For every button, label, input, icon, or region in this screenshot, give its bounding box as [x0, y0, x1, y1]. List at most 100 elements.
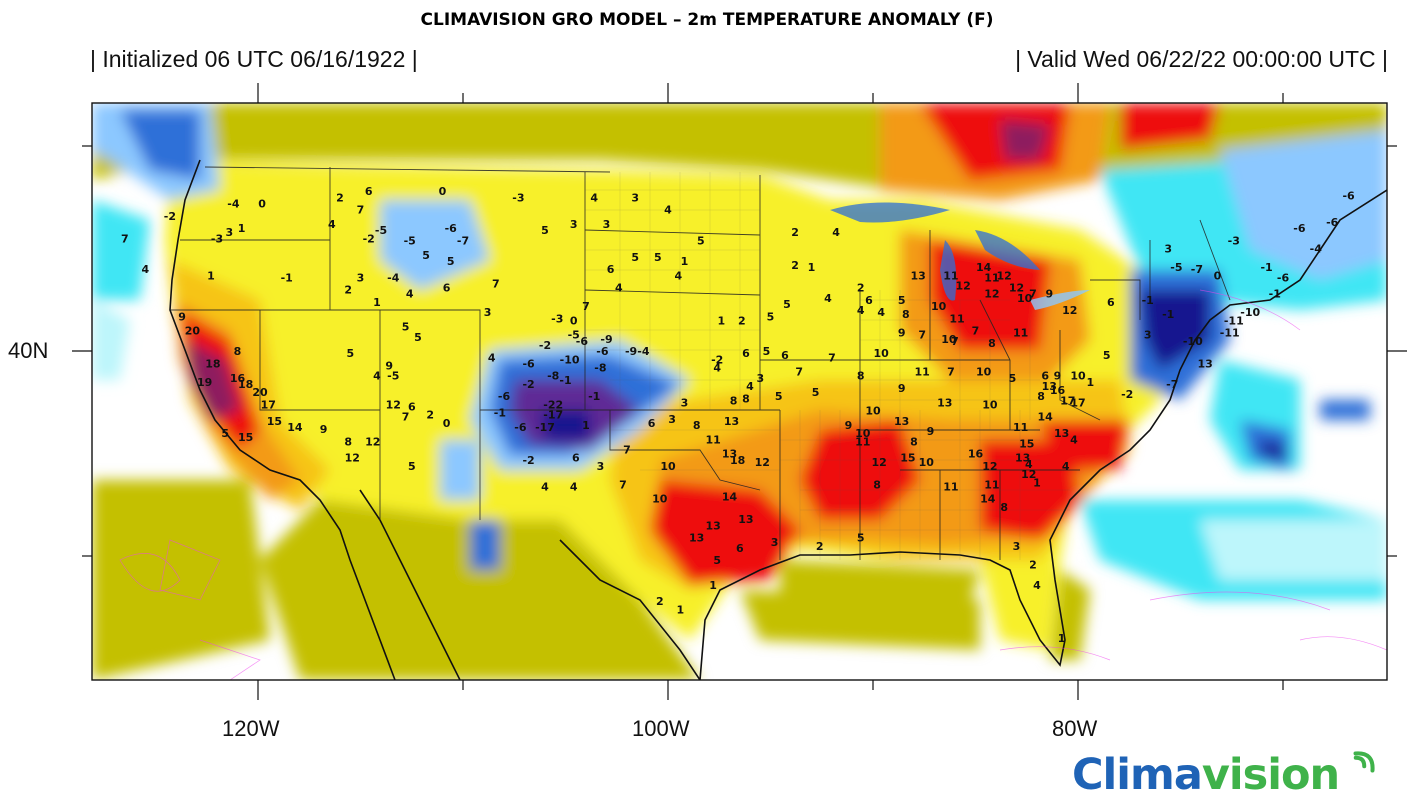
anomaly-label: -5	[387, 370, 399, 383]
anomaly-label: 8	[742, 392, 750, 405]
anomaly-label: 1	[681, 255, 689, 268]
anomaly-label: 8	[1000, 501, 1008, 514]
anomaly-label: 1	[676, 603, 684, 616]
anomaly-label: -7	[457, 234, 469, 247]
anomaly-label: 4	[328, 218, 336, 231]
anomaly-label: 4	[674, 269, 682, 282]
anomaly-label: 3	[603, 218, 611, 231]
anomaly-label: 4	[570, 480, 578, 493]
anomaly-label: 1	[1086, 376, 1094, 389]
anomaly-label: 16	[1050, 384, 1066, 397]
anomaly-label: -2	[539, 339, 551, 352]
anomaly-label: -5	[375, 224, 387, 237]
anomaly-label: 15	[267, 415, 282, 428]
anomaly-label: -5	[568, 329, 580, 342]
anomaly-label: -11	[1220, 327, 1240, 340]
anomaly-label: 1	[373, 296, 381, 309]
anomaly-label: 8	[1037, 390, 1045, 403]
anomaly-label: 10	[919, 456, 935, 469]
anomaly-label: 12	[1062, 304, 1077, 317]
anomaly-label: 10	[976, 366, 992, 379]
anomaly-label: 13	[705, 519, 720, 532]
anomaly-label: 5	[654, 251, 662, 264]
x-tick-120w: 120W	[222, 716, 280, 741]
anomaly-label: 6	[408, 400, 416, 413]
anomaly-label: 8	[344, 435, 352, 448]
anomaly-label: -6	[576, 335, 589, 348]
anomaly-label: 5	[414, 331, 422, 344]
anomaly-label: 11	[984, 478, 999, 491]
anomaly-label: 14	[976, 261, 992, 274]
anomaly-label: 10	[1017, 292, 1033, 305]
anomaly-label: 6	[648, 417, 656, 430]
anomaly-label: -2	[711, 353, 723, 366]
anomaly-label: 4	[488, 351, 496, 364]
anomaly-label: 11	[855, 435, 870, 448]
anomaly-label: 1	[717, 314, 725, 327]
anomaly-label: 5	[857, 532, 865, 545]
anomaly-label: 9	[898, 327, 906, 340]
anomaly-label: 3	[484, 306, 492, 319]
anomaly-label: 13	[722, 448, 737, 461]
climavision-logo: Climavision	[1072, 750, 1340, 800]
anomaly-label: 1	[1033, 476, 1041, 489]
anomaly-label: 4	[857, 304, 865, 317]
anomaly-label: 12	[997, 269, 1012, 282]
anomaly-label: 4	[373, 370, 381, 383]
anomaly-label: 6	[781, 349, 789, 362]
anomaly-label: 5	[767, 310, 775, 323]
anomaly-label: 4	[832, 226, 840, 239]
anomaly-label: 8	[873, 478, 881, 491]
anomaly-label: 0	[258, 198, 266, 211]
anomaly-label: 7	[357, 204, 365, 217]
anomaly-label: 15	[900, 452, 915, 465]
anomaly-label: 2	[857, 282, 865, 295]
anomaly-label: 11	[943, 480, 958, 493]
anomaly-label: -6	[596, 345, 609, 358]
anomaly-label: -3	[1228, 234, 1240, 247]
anomaly-label: 5	[775, 390, 783, 403]
anomaly-label: 12	[1009, 282, 1024, 295]
anomaly-label: 7	[951, 335, 959, 348]
anomaly-label: -2	[1121, 388, 1133, 401]
anomaly-label: 6	[365, 185, 373, 198]
anomaly-label: 11	[915, 366, 930, 379]
anomaly-label: -10	[1183, 335, 1203, 348]
anomaly-label: 4	[541, 480, 549, 493]
anomaly-label: 14	[722, 491, 738, 504]
anomaly-label: 2	[336, 191, 344, 204]
anomaly-label: 5	[697, 234, 705, 247]
anomaly-label: 7	[795, 366, 803, 379]
anomaly-label: 4	[664, 204, 672, 217]
anomaly-label: 6	[736, 542, 744, 555]
anomaly-label: 7	[828, 351, 836, 364]
anomaly-label: 6	[572, 452, 580, 465]
anomaly-label: 10	[941, 333, 957, 346]
anomaly-label: 14	[1038, 411, 1054, 424]
anomaly-label: 13	[1015, 452, 1030, 465]
anomaly-label: -1	[1260, 261, 1272, 274]
anomaly-label: 6	[607, 263, 615, 276]
anomaly-label: 19	[197, 376, 212, 389]
state-borders	[170, 166, 1231, 560]
anomaly-labels: 2 6 0 -3 4 3-4 0-2 74 -5 -6-75 3 345-3 3 1-2 -574 1 -1 3-…	[121, 185, 1355, 645]
anomaly-label: 12	[755, 456, 770, 469]
anomaly-label: 4	[713, 362, 721, 375]
anomaly-label: 9	[1054, 370, 1062, 383]
anomaly-label: 1	[808, 261, 816, 274]
anomaly-label: 9	[178, 310, 186, 323]
anomaly-label: 8	[857, 370, 865, 383]
valid-time-label: | Valid Wed 06/22/22 00:00:00 UTC |	[1015, 46, 1388, 72]
anomaly-label: 9	[320, 423, 328, 436]
anomaly-label: -10	[560, 353, 580, 366]
anomaly-label: 15	[238, 431, 253, 444]
anomaly-label: 10	[865, 405, 881, 418]
anomaly-label: -9	[600, 333, 612, 346]
axis-ticks	[72, 83, 1407, 700]
anomaly-label: 13	[689, 532, 704, 545]
anomaly-label: 5	[713, 554, 721, 567]
anomaly-label: -7	[1191, 263, 1203, 276]
anomaly-label: 0	[443, 417, 451, 430]
anomaly-label: 0	[1214, 269, 1222, 282]
anomaly-label: 20	[185, 325, 201, 338]
